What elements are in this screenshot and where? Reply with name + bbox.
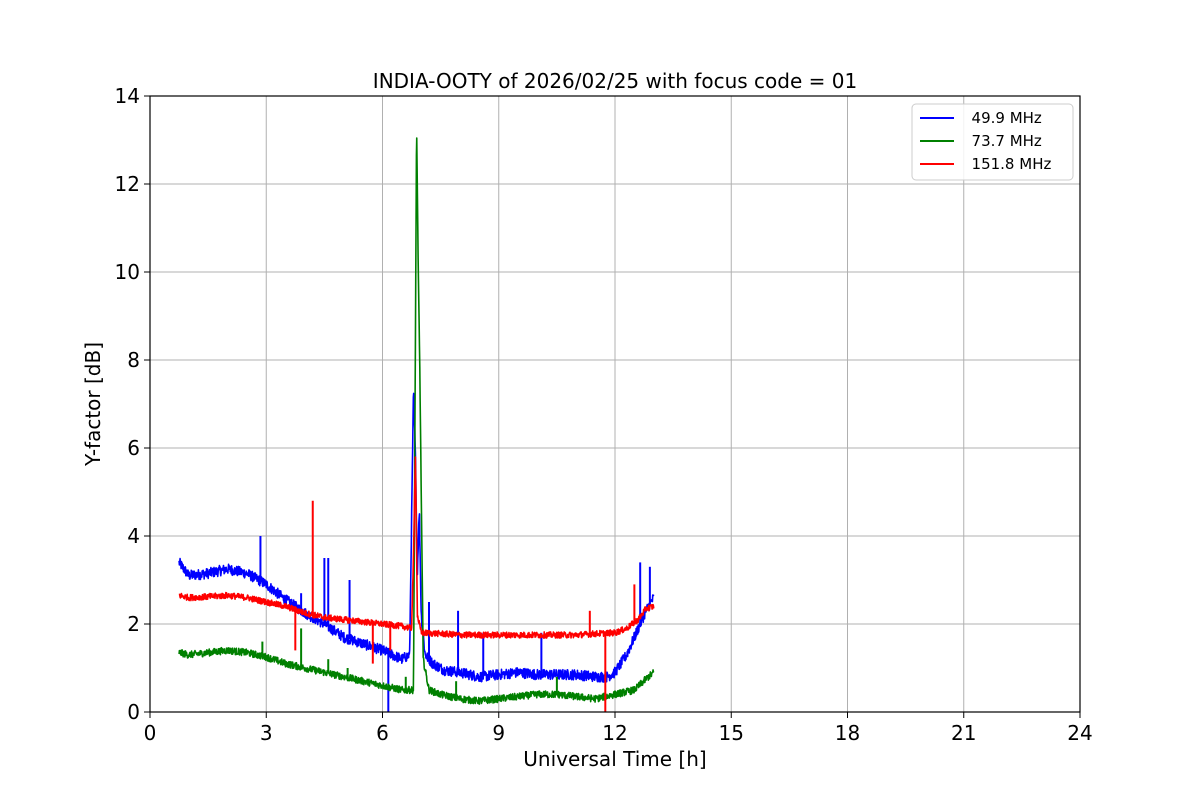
x-axis-title: Universal Time [h] bbox=[523, 747, 706, 771]
x-tick-label: 24 bbox=[1067, 721, 1092, 745]
y-tick-label: 14 bbox=[115, 84, 140, 108]
y-tick-label: 12 bbox=[115, 172, 140, 196]
series-2 bbox=[178, 456, 655, 712]
x-tick-label: 9 bbox=[492, 721, 505, 745]
series-line bbox=[178, 456, 655, 639]
x-tick-label: 15 bbox=[719, 721, 744, 745]
legend-label: 151.8 MHz bbox=[962, 155, 1051, 173]
y-tick-label: 0 bbox=[127, 700, 140, 724]
chart-title: INDIA-OOTY of 2026/02/25 with focus code… bbox=[373, 69, 857, 93]
x-tick-label: 0 bbox=[144, 721, 157, 745]
legend: 49.9 MHz 73.7 MHz 151.8 MHz bbox=[911, 103, 1074, 181]
x-tick-label: 3 bbox=[260, 721, 273, 745]
y-tick-label: 10 bbox=[115, 260, 140, 284]
series-layer bbox=[178, 137, 655, 712]
y-tick-label: 8 bbox=[127, 348, 140, 372]
grid-layer bbox=[149, 95, 1081, 713]
legend-label: 73.7 MHz bbox=[962, 132, 1042, 150]
legend-box bbox=[911, 103, 1074, 181]
x-tick-label: 18 bbox=[835, 721, 860, 745]
x-tick-label: 21 bbox=[951, 721, 976, 745]
legend-label: 49.9 MHz bbox=[962, 109, 1042, 127]
series-1 bbox=[178, 137, 655, 705]
y-tick-label: 4 bbox=[127, 524, 140, 548]
x-tick-label: 6 bbox=[376, 721, 389, 745]
x-tick-label: 12 bbox=[602, 721, 627, 745]
series-line bbox=[178, 137, 655, 705]
y-tick-label: 6 bbox=[127, 436, 140, 460]
y-axis-title: Y-factor [dB] bbox=[81, 342, 105, 467]
y-tick-label: 2 bbox=[127, 612, 140, 636]
